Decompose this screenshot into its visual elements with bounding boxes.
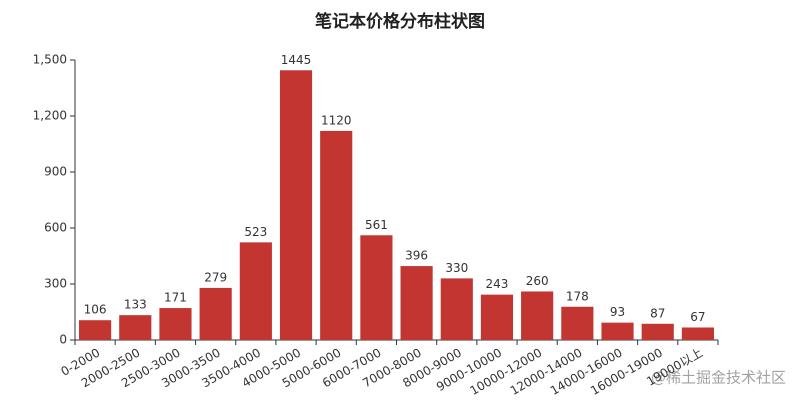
value-label: 523 <box>244 225 267 239</box>
bar <box>440 278 473 340</box>
bar <box>320 130 353 340</box>
bar <box>521 291 554 340</box>
bar <box>79 320 112 340</box>
value-label: 178 <box>566 289 589 303</box>
bar <box>239 242 272 340</box>
y-tick-label: 300 <box>44 277 67 291</box>
value-label: 1445 <box>281 53 312 67</box>
value-label: 243 <box>486 277 509 291</box>
bar <box>279 70 313 341</box>
bar <box>641 323 674 340</box>
bar <box>480 294 514 340</box>
value-label: 171 <box>164 291 187 305</box>
bar <box>199 287 232 340</box>
value-label: 561 <box>365 218 388 232</box>
bar <box>360 235 393 340</box>
value-label: 330 <box>445 261 468 275</box>
bar <box>159 308 192 340</box>
value-label: 1120 <box>321 113 352 127</box>
value-label: 106 <box>84 303 107 317</box>
y-tick-label: 1,500 <box>33 53 67 67</box>
value-label: 133 <box>124 298 147 312</box>
bar <box>119 315 152 340</box>
bar <box>561 306 594 340</box>
value-label: 87 <box>650 306 665 320</box>
value-label: 260 <box>526 274 549 288</box>
chart-title: 笔记本价格分布柱状图 <box>315 11 485 32</box>
bar <box>601 322 634 340</box>
y-tick-label: 900 <box>44 165 67 179</box>
value-label: 93 <box>610 305 625 319</box>
bar <box>400 266 433 340</box>
value-label: 396 <box>405 249 428 263</box>
watermark: @稀土掘金技术社区 <box>651 369 786 387</box>
y-tick-label: 1,200 <box>33 109 67 123</box>
value-label: 279 <box>204 270 227 284</box>
bar <box>681 327 714 340</box>
value-label: 67 <box>690 310 705 324</box>
y-tick-label: 0 <box>59 333 67 347</box>
y-tick-label: 600 <box>44 221 67 235</box>
